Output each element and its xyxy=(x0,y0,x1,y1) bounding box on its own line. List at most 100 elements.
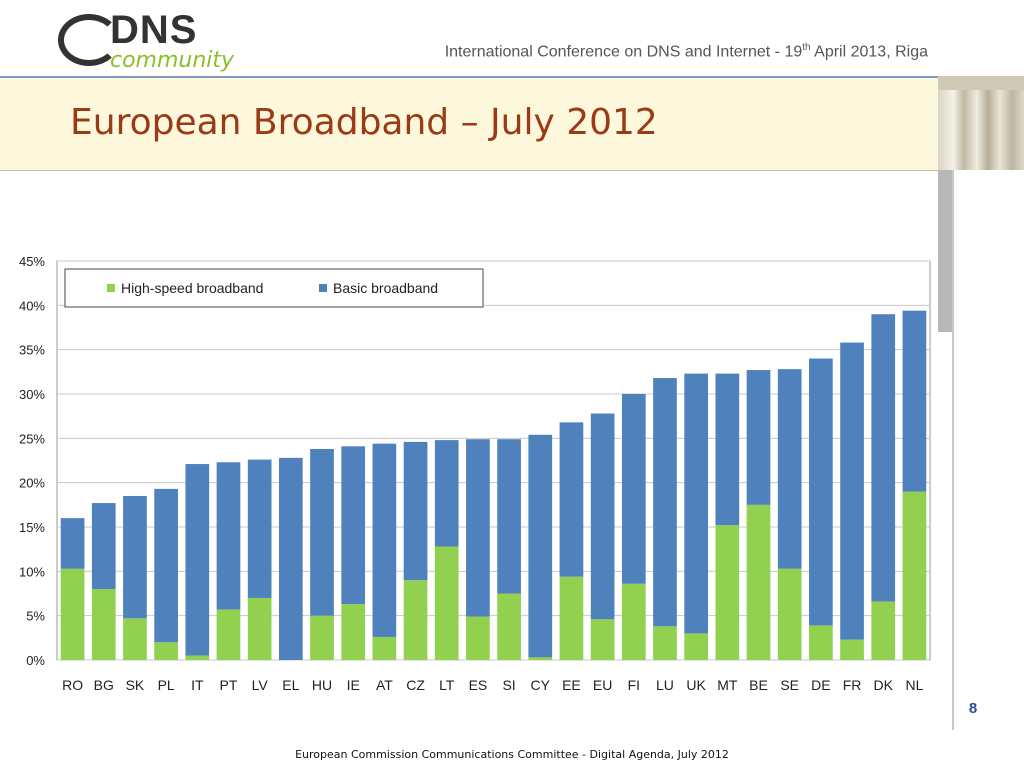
y-tick-label: 40% xyxy=(19,298,45,313)
dns-community-logo: DNS community xyxy=(58,8,234,76)
logo-main-text: DNS xyxy=(110,8,198,52)
legend-box xyxy=(64,268,484,308)
bar-high-speed xyxy=(528,657,553,660)
broadband-chart: 0% 5% 10% 15% 20% 25% 30% 35% 40% 45% RO BG SK PL IT P… xyxy=(19,254,931,693)
bar-high-speed xyxy=(403,580,428,660)
x-category-label: DK xyxy=(874,677,894,693)
y-tick-label: 35% xyxy=(19,343,45,358)
x-category-label: LU xyxy=(656,677,674,693)
x-category-label: DE xyxy=(811,677,830,693)
legend-swatch xyxy=(107,284,115,292)
bar-high-speed xyxy=(497,593,521,660)
bar-basic xyxy=(902,310,927,492)
x-category-label: EL xyxy=(282,677,299,693)
bar-high-speed xyxy=(653,626,677,660)
page-number: 8 xyxy=(968,700,978,717)
x-category-label: SI xyxy=(502,677,515,693)
y-tick-label: 25% xyxy=(19,431,45,446)
bar-basic xyxy=(746,370,771,505)
x-category-label: EE xyxy=(562,677,581,693)
x-axis-labels: RO BG SK PL IT PT LV EL HU IE AT CZ LT ES SI CY EE EU FI LU… xyxy=(62,677,923,693)
x-category-label: NL xyxy=(905,677,923,693)
bar-high-speed xyxy=(247,597,272,660)
x-category-label: LT xyxy=(439,677,455,693)
x-category-label: MT xyxy=(717,677,738,693)
bar-basic xyxy=(621,394,646,584)
y-tick-label: 10% xyxy=(19,564,45,579)
pillar-capital xyxy=(938,76,1024,90)
chart-bars xyxy=(60,310,927,660)
bar-high-speed xyxy=(154,642,178,660)
column-pillar-image xyxy=(938,76,1024,170)
x-category-label: AT xyxy=(376,677,393,693)
bar-high-speed xyxy=(216,609,241,660)
x-category-label: SE xyxy=(780,677,799,693)
bar-basic xyxy=(497,439,521,594)
x-category-label: ES xyxy=(469,677,488,693)
bar-high-speed xyxy=(559,576,584,660)
legend-label: High-speed broadband xyxy=(121,280,263,296)
x-category-label: LV xyxy=(252,677,269,693)
bar-basic xyxy=(653,378,677,627)
bar-basic xyxy=(247,459,272,598)
header-divider xyxy=(0,76,938,78)
side-divider-line xyxy=(952,170,954,730)
bar-basic xyxy=(185,464,210,656)
y-tick-label: 5% xyxy=(26,609,45,624)
bar-basic xyxy=(154,488,178,643)
slide-title: European Broadband – July 2012 xyxy=(70,102,658,143)
x-category-label: SK xyxy=(126,677,145,693)
bar-high-speed xyxy=(185,655,210,660)
legend-swatch xyxy=(319,284,327,292)
bar-high-speed xyxy=(60,568,85,660)
bar-high-speed xyxy=(777,568,802,660)
x-category-label: EU xyxy=(593,677,612,693)
bar-basic xyxy=(528,434,553,658)
bar-basic xyxy=(434,440,459,547)
x-category-label: UK xyxy=(686,677,706,693)
bar-high-speed xyxy=(434,546,459,660)
bar-high-speed xyxy=(840,639,864,660)
bar-basic xyxy=(684,373,709,634)
x-category-label: PL xyxy=(158,677,175,693)
x-category-label: FR xyxy=(843,677,862,693)
bar-high-speed xyxy=(684,633,709,660)
conference-sup: th xyxy=(802,42,811,53)
bar-basic xyxy=(809,358,833,626)
y-tick-label: 15% xyxy=(19,520,45,535)
conference-suffix: April 2013, Riga xyxy=(810,43,928,61)
x-category-label: FI xyxy=(628,677,640,693)
bar-basic xyxy=(372,443,397,637)
bar-high-speed xyxy=(871,601,896,660)
x-category-label: CZ xyxy=(406,677,425,693)
bar-basic xyxy=(590,413,615,620)
bar-basic xyxy=(840,342,864,640)
y-axis-ticks: 0% 5% 10% 15% 20% 25% 30% 35% 40% 45% xyxy=(19,254,45,668)
bar-basic xyxy=(871,314,896,602)
x-category-label: CY xyxy=(531,677,551,693)
bar-high-speed xyxy=(341,604,366,660)
bar-basic xyxy=(216,462,241,610)
logo-ring xyxy=(58,14,120,66)
y-tick-label: 20% xyxy=(19,476,45,491)
bar-high-speed xyxy=(621,583,646,660)
x-category-label: HU xyxy=(312,677,332,693)
x-category-label: IT xyxy=(191,677,204,693)
bar-high-speed xyxy=(715,525,740,660)
y-tick-label: 0% xyxy=(26,653,45,668)
bar-high-speed xyxy=(372,636,397,660)
x-category-label: RO xyxy=(62,677,83,693)
bar-basic xyxy=(60,518,85,569)
bar-high-speed xyxy=(902,491,927,660)
title-band xyxy=(0,78,938,171)
bar-high-speed xyxy=(590,619,615,660)
y-tick-label: 45% xyxy=(19,254,45,269)
bar-basic xyxy=(777,369,802,569)
bar-basic xyxy=(310,448,334,616)
footer-text: European Commission Communications Commi… xyxy=(295,748,729,761)
y-tick-label: 30% xyxy=(19,387,45,402)
logo-sub-text: community xyxy=(110,48,235,73)
legend-label: Basic broadband xyxy=(333,280,438,296)
bar-high-speed xyxy=(466,616,490,660)
bar-basic xyxy=(278,457,303,660)
